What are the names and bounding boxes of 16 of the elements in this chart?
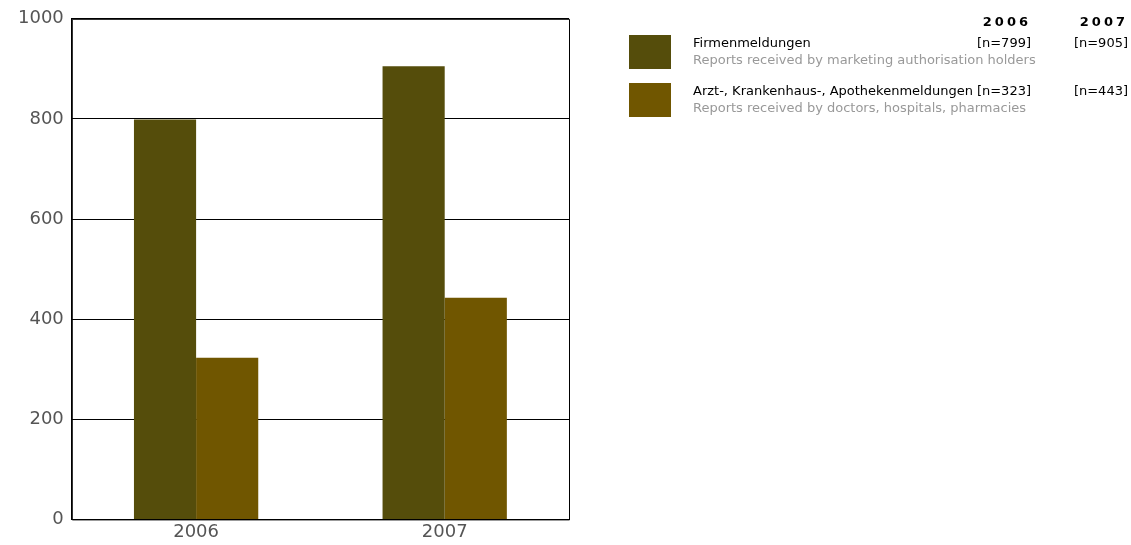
text: Arzt-, Krankenhaus-, Apothekenmeldungen xyxy=(693,83,973,100)
text: [n=905] xyxy=(1072,35,1128,52)
text: [n=799] xyxy=(975,35,1031,52)
y-tick-label: 400 xyxy=(29,306,64,328)
y-tick-label: 800 xyxy=(29,106,64,128)
text: [n=443] xyxy=(1072,83,1128,100)
category-label: 2007 xyxy=(1079,14,1128,29)
y-tick-label: 1000 xyxy=(18,6,64,28)
y-tick-label: 200 xyxy=(29,406,64,428)
text: [n=323] xyxy=(975,83,1031,100)
y-tick-label: 0 xyxy=(52,507,64,529)
text: Reports received by doctors, hospitals, pharmacies xyxy=(693,100,1027,115)
text: Firmenmeldungen xyxy=(693,35,812,52)
y-tick-label: 600 xyxy=(29,206,64,228)
text: Reports received by marketing authorisation holders xyxy=(693,52,1036,67)
category-label: 2006 xyxy=(982,14,1031,29)
